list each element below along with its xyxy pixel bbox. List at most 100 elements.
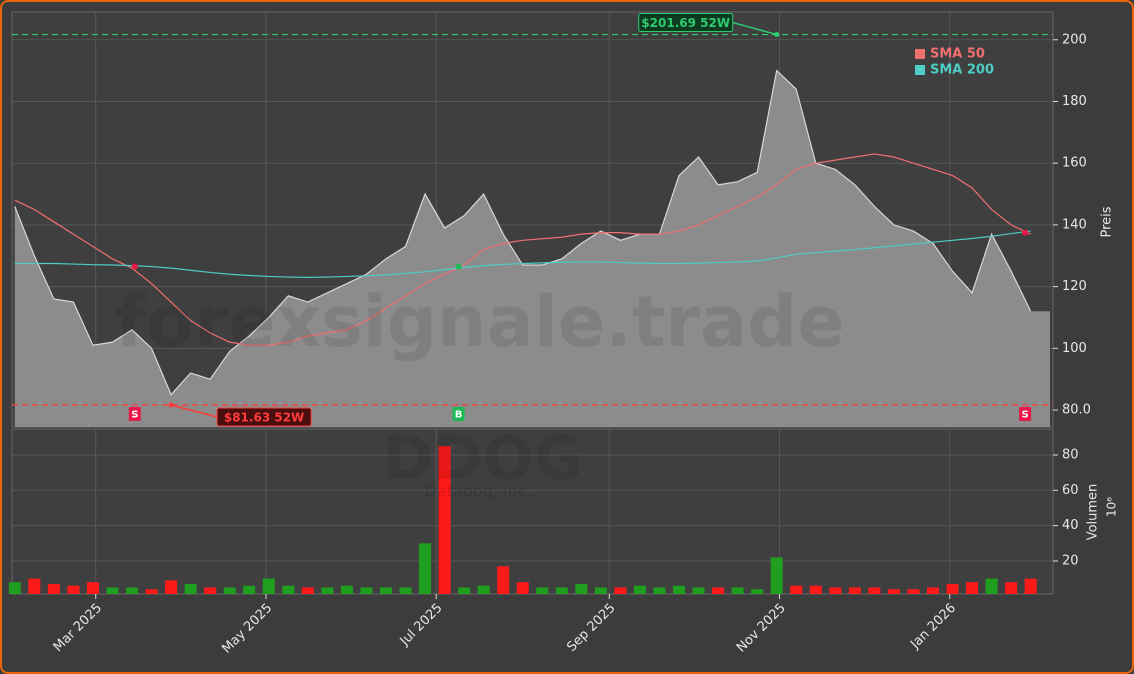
sma-line xyxy=(14,153,1031,346)
sma-line xyxy=(14,230,1031,278)
volume-bar xyxy=(1024,578,1037,594)
annotation-point xyxy=(168,402,174,408)
volume-bar xyxy=(419,543,432,594)
x-tick-label: Mar 2025 xyxy=(51,601,105,655)
volume-bar xyxy=(360,587,373,594)
volume-tick-label: 40 xyxy=(1062,518,1079,533)
signal-point xyxy=(455,263,462,270)
signal-label: S xyxy=(131,410,138,421)
signal-point xyxy=(131,263,138,270)
signal-badge xyxy=(1019,407,1032,421)
x-tick-label: Jan 2026 xyxy=(907,601,959,653)
volume-tick-label: 60 xyxy=(1062,483,1079,498)
volume-bar xyxy=(692,587,705,594)
volume-bar xyxy=(340,585,353,594)
volume-bar xyxy=(653,587,666,594)
y-tick-label: 120 xyxy=(1062,279,1087,294)
volume-bar xyxy=(204,587,217,594)
volume-tick-label: 20 xyxy=(1062,553,1079,568)
volume-tick-label: 80 xyxy=(1062,447,1079,462)
volume-bar xyxy=(497,566,510,594)
volume-bar xyxy=(555,587,568,594)
volume-bar xyxy=(184,583,197,594)
volume-bar xyxy=(262,578,275,594)
signal-label: B xyxy=(455,410,463,421)
volume-bar xyxy=(223,587,236,594)
volume-bar xyxy=(47,583,60,594)
volume-panel xyxy=(11,428,1054,595)
volume-axis-label: Volumen xyxy=(1086,484,1101,541)
ticker-watermark: DDOG xyxy=(383,424,583,494)
y-tick-label: 100 xyxy=(1062,341,1087,356)
volume-bar xyxy=(751,589,764,594)
price-line xyxy=(14,69,1032,396)
volume-bar xyxy=(67,585,80,594)
x-tick-label: May 2025 xyxy=(219,601,275,657)
volume-bar xyxy=(243,585,256,594)
legend-swatch xyxy=(915,49,925,59)
volume-bar xyxy=(8,582,21,594)
volume-bar xyxy=(887,589,900,594)
x-tick-label: Nov 2025 xyxy=(734,601,789,656)
volume-bar xyxy=(165,580,178,594)
y-tick-label: 200 xyxy=(1062,32,1087,47)
volume-bar xyxy=(399,587,412,594)
y-axis-label: Preis xyxy=(1100,206,1115,237)
annotation-label: $81.63 52W xyxy=(224,411,304,425)
legend-label: SMA 50 xyxy=(930,47,985,62)
legend-swatch xyxy=(915,65,925,75)
volume-bar xyxy=(28,578,41,594)
volume-bar xyxy=(438,446,451,594)
volume-bar xyxy=(809,585,822,594)
volume-bar xyxy=(829,587,842,594)
signal-badge xyxy=(128,407,141,421)
volume-bar xyxy=(966,582,979,594)
signal-label: S xyxy=(1021,410,1028,421)
x-tick-label: Sep 2025 xyxy=(564,601,618,655)
volume-scale: 10⁶ xyxy=(1105,497,1119,517)
volume-bar xyxy=(458,587,471,594)
volume-bar xyxy=(731,587,744,594)
volume-bar xyxy=(1005,582,1018,594)
volume-bar xyxy=(516,582,529,594)
volume-bar xyxy=(673,585,686,594)
volume-bar xyxy=(301,587,314,594)
annotation-label: $201.69 52W xyxy=(641,16,730,30)
annotation-arrow xyxy=(732,21,777,36)
price-area xyxy=(14,70,1050,427)
y-tick-label: 160 xyxy=(1062,156,1087,171)
volume-bar xyxy=(770,557,783,594)
x-tick-label: Jul 2025 xyxy=(397,601,446,650)
volume-bar xyxy=(907,589,920,594)
annotation-point xyxy=(774,32,780,38)
signal-badge xyxy=(452,407,465,421)
y-tick-label: 80.0 xyxy=(1062,403,1091,418)
volume-bar xyxy=(614,587,627,594)
volume-bar xyxy=(790,585,803,594)
volume-bar xyxy=(594,587,607,594)
volume-bar xyxy=(321,587,334,594)
watermark: forexsignale.trade xyxy=(115,281,844,363)
volume-bar xyxy=(575,583,588,594)
annotation-arrow xyxy=(170,404,218,418)
volume-bar xyxy=(712,587,725,594)
volume-bar xyxy=(985,578,998,594)
legend-label: SMA 200 xyxy=(930,63,994,78)
volume-bar xyxy=(536,587,549,594)
volume-bar xyxy=(946,583,959,594)
volume-bar xyxy=(868,587,881,594)
volume-bar xyxy=(926,587,939,594)
volume-bar xyxy=(477,585,490,594)
volume-bar xyxy=(126,587,139,594)
volume-bar xyxy=(633,585,646,594)
volume-bar xyxy=(282,585,295,594)
volume-bar xyxy=(86,582,99,594)
volume-bar xyxy=(379,587,392,594)
company-watermark: Datadog, Inc. xyxy=(424,482,531,501)
volume-bar xyxy=(145,589,158,594)
volume-bar xyxy=(848,587,861,594)
y-tick-label: 180 xyxy=(1062,94,1087,109)
y-tick-label: 140 xyxy=(1062,217,1087,232)
volume-bar xyxy=(106,587,119,594)
